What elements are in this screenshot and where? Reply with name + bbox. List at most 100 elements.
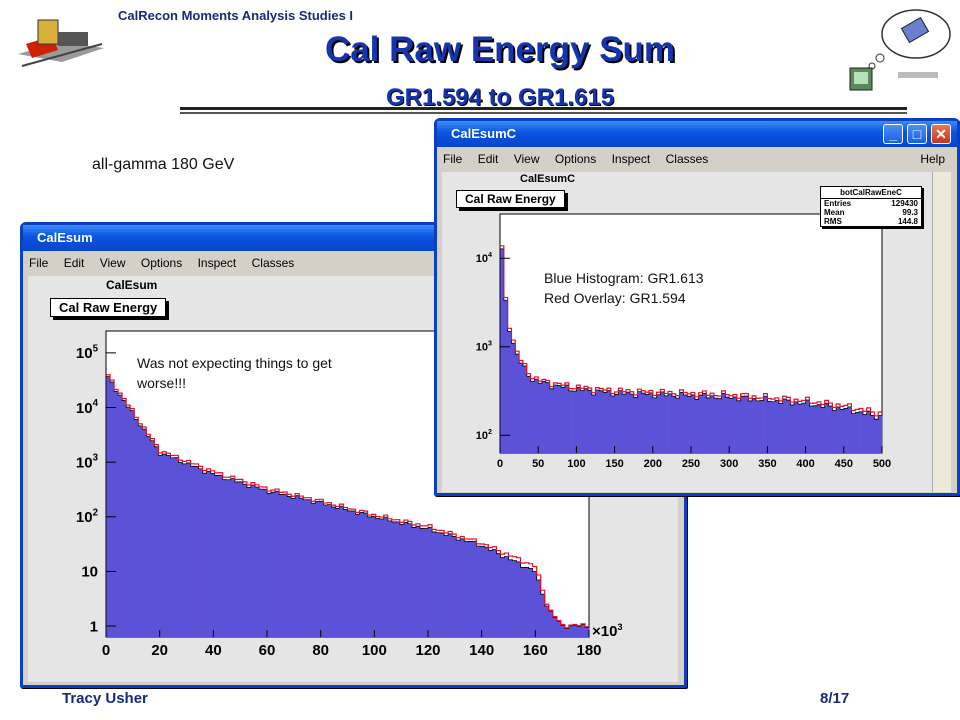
histogram-bar	[106, 376, 111, 637]
y-tick-label: 102	[476, 428, 492, 442]
histogram-bar	[862, 414, 868, 453]
histogram-bar	[190, 466, 195, 637]
histogram-bar	[603, 392, 608, 453]
calesumc-window[interactable]: CalEsumC _ □ ✕ File Edit View Options In…	[434, 118, 960, 496]
histogram-bar	[536, 579, 541, 637]
histogram-bar	[836, 406, 841, 453]
histogram-bar	[234, 481, 240, 637]
histogram-bar	[763, 396, 768, 453]
histogram-bar	[710, 395, 715, 453]
menu-inspect[interactable]: Inspect	[197, 256, 237, 270]
histogram-bar	[464, 541, 469, 637]
histogram-bar	[641, 393, 646, 453]
vertical-scrollbar[interactable]	[932, 172, 951, 492]
histogram-bar	[828, 405, 833, 453]
y-tick-label: 1	[90, 618, 98, 635]
histogram-bar	[468, 541, 473, 637]
menu-options[interactable]: Options	[554, 152, 597, 166]
histogram-bar	[166, 455, 171, 637]
title-rule	[180, 107, 907, 110]
histogram-bar	[683, 395, 688, 453]
histogram-bar	[584, 388, 589, 453]
histogram-bar	[122, 400, 127, 637]
close-button[interactable]: ✕	[931, 124, 951, 144]
histogram-bar	[508, 559, 513, 637]
histogram-bar	[809, 406, 814, 453]
annotation-line-2: worse!!!	[137, 375, 187, 391]
plot-title: Cal Raw Energy	[456, 190, 565, 208]
calesumc-menubar: File Edit View Options Inspect Classes H…	[437, 148, 957, 170]
glast-logo	[842, 6, 952, 98]
menu-view[interactable]: View	[513, 152, 540, 166]
menu-options[interactable]: Options	[140, 256, 183, 270]
histogram-bar	[291, 498, 296, 637]
menu-file[interactable]: File	[443, 152, 463, 166]
histogram-bar	[226, 479, 232, 637]
histogram-bar	[126, 407, 131, 637]
x-tick-label: 500	[873, 458, 891, 470]
histogram-bar	[748, 400, 753, 453]
histogram-bar	[713, 398, 719, 453]
histogram-bar	[637, 391, 642, 453]
histogram-bar	[379, 519, 385, 637]
histogram-bar	[740, 396, 745, 453]
histogram-bar	[456, 540, 461, 637]
menu-help[interactable]: Help	[920, 152, 945, 166]
histogram-bar	[564, 628, 570, 637]
menu-classes[interactable]: Classes	[665, 152, 709, 166]
menu-edit[interactable]: Edit	[477, 152, 499, 166]
histogram-bar	[633, 397, 638, 453]
annotation-line-1: Was not expecting things to get	[137, 355, 332, 371]
minimize-button[interactable]: _	[883, 124, 903, 144]
histogram-bar	[797, 404, 803, 453]
right-histogram-chart: 0 50 100 150 200 250 300 350 400 450 500 102 103 104	[476, 213, 891, 470]
histogram-bar	[262, 489, 268, 637]
histogram-bar	[522, 366, 528, 453]
menu-view[interactable]: View	[99, 256, 126, 270]
histogram-bar	[428, 527, 433, 637]
histogram-bar	[851, 413, 856, 453]
stats-row: Mean 99.3	[824, 208, 918, 217]
histogram-bar	[587, 390, 592, 453]
histogram-bar	[415, 526, 421, 637]
histogram-bar	[771, 401, 776, 453]
histogram-bar	[419, 528, 425, 637]
x-tick-label: 80	[312, 642, 329, 659]
menu-edit[interactable]: Edit	[63, 256, 85, 270]
histogram-bar	[813, 405, 818, 453]
histogram-bar	[444, 535, 449, 637]
maximize-button[interactable]: □	[907, 124, 927, 144]
histogram-bar	[339, 506, 344, 637]
histogram-bar	[540, 594, 546, 637]
histogram-bar	[591, 395, 596, 453]
x-tick-label: 250	[682, 458, 700, 470]
histogram-bar	[595, 389, 600, 453]
calesumc-titlebar[interactable]: CalEsumC _ □ ✕	[437, 121, 957, 147]
histogram-bar	[568, 625, 574, 637]
histogram-bar	[778, 403, 783, 453]
histogram-bar	[327, 504, 332, 637]
y-tick-label: 105	[76, 343, 99, 362]
histogram-bar	[564, 385, 570, 453]
histogram-bar	[138, 425, 143, 637]
histogram-bar	[303, 499, 308, 637]
histogram-bar	[548, 610, 554, 637]
histogram-bar	[507, 331, 512, 453]
calesumc-canvas[interactable]: CalEsumC Cal Raw Energy 0 50 100 150 200 250 3…	[442, 172, 932, 492]
histogram-bar	[488, 550, 493, 637]
menu-file[interactable]: File	[29, 256, 49, 270]
histogram-bar	[355, 514, 360, 637]
histogram-bar	[154, 446, 159, 637]
satellite-logo	[12, 14, 110, 82]
histogram-bar	[626, 392, 631, 453]
histogram-bar	[476, 546, 481, 637]
menu-classes[interactable]: Classes	[251, 256, 295, 270]
histogram-bar	[331, 507, 336, 637]
menu-inspect[interactable]: Inspect	[611, 152, 651, 166]
histogram-bar	[668, 393, 673, 453]
x-tick-label: 0	[102, 642, 110, 659]
footer-page: 8/17	[820, 690, 850, 707]
histogram-bar	[407, 523, 413, 637]
histogram-bar	[118, 395, 123, 637]
histogram-bar	[142, 429, 147, 637]
